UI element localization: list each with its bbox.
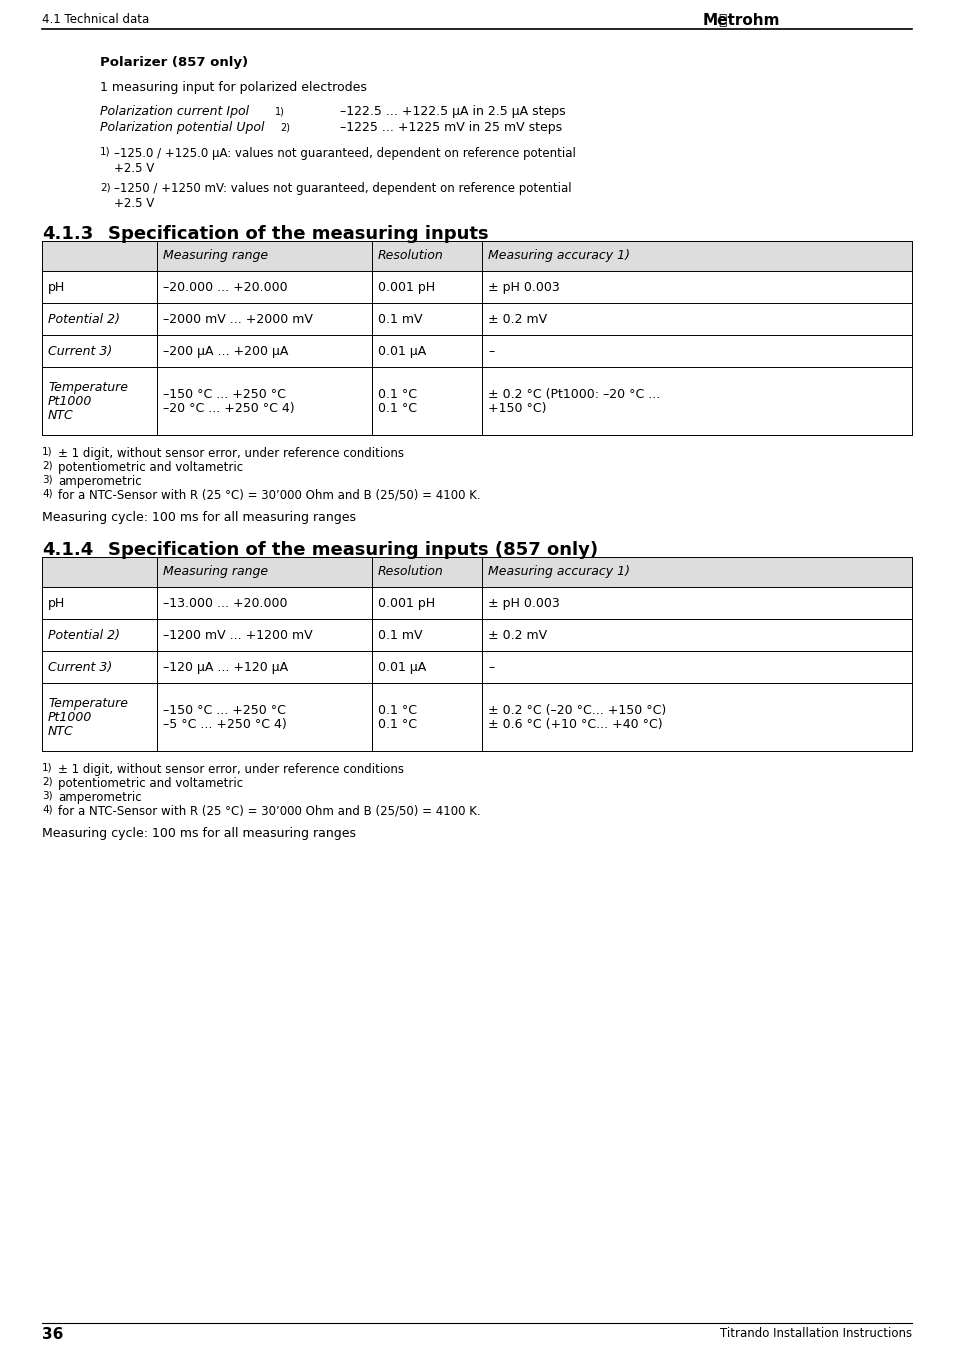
Text: amperometric: amperometric [58,476,141,488]
Text: ± 0.2 °C (Pt1000: –20 °C ...: ± 0.2 °C (Pt1000: –20 °C ... [488,388,659,401]
Text: +2.5 V: +2.5 V [113,162,154,176]
Text: –2000 mV ... +2000 mV: –2000 mV ... +2000 mV [163,313,313,326]
Text: Current 3): Current 3) [48,345,112,358]
Text: 3): 3) [42,476,52,485]
Text: Measuring accuracy 1): Measuring accuracy 1) [488,249,629,262]
Text: pH: pH [48,281,65,295]
Text: potentiometric and voltametric: potentiometric and voltametric [58,461,243,474]
Text: –200 μA ... +200 μA: –200 μA ... +200 μA [163,345,288,358]
Text: Potential 2): Potential 2) [48,313,120,326]
Text: –125.0 / +125.0 μA: values not guaranteed, dependent on reference potential: –125.0 / +125.0 μA: values not guarantee… [113,147,576,159]
Text: +2.5 V: +2.5 V [113,197,154,209]
Text: NTC: NTC [48,725,73,738]
Text: Metrohm: Metrohm [701,14,780,28]
Text: 2): 2) [42,461,52,471]
Text: –20 °C ... +250 °C 4): –20 °C ... +250 °C 4) [163,403,294,415]
Text: Pt1000: Pt1000 [48,394,92,408]
Text: 2): 2) [280,123,290,132]
Text: –20.000 ... +20.000: –20.000 ... +20.000 [163,281,287,295]
Text: Resolution: Resolution [377,565,443,578]
Text: Polarization potential Upol: Polarization potential Upol [100,122,264,134]
Text: 1): 1) [100,147,111,157]
Text: 0.1 °C: 0.1 °C [377,388,416,401]
Text: ± 1 digit, without sensor error, under reference conditions: ± 1 digit, without sensor error, under r… [58,763,403,775]
Text: 0.1 mV: 0.1 mV [377,630,422,642]
Text: 0.01 μA: 0.01 μA [377,661,426,674]
Text: –1200 mV ... +1200 mV: –1200 mV ... +1200 mV [163,630,313,642]
Text: Potential 2): Potential 2) [48,630,120,642]
Text: ± 0.2 mV: ± 0.2 mV [488,630,547,642]
Text: Temperature: Temperature [48,697,128,711]
Text: 4.1.4: 4.1.4 [42,540,93,559]
Text: 0.001 pH: 0.001 pH [377,597,435,611]
Text: 4.1 Technical data: 4.1 Technical data [42,14,149,26]
Text: 1): 1) [274,107,285,118]
Text: 1): 1) [42,447,52,457]
Text: NTC: NTC [48,409,73,422]
Text: amperometric: amperometric [58,790,141,804]
Text: ± pH 0.003: ± pH 0.003 [488,597,559,611]
Text: potentiometric and voltametric: potentiometric and voltametric [58,777,243,790]
Text: –150 °C ... +250 °C: –150 °C ... +250 °C [163,388,286,401]
Text: –150 °C ... +250 °C: –150 °C ... +250 °C [163,704,286,717]
Text: Measuring range: Measuring range [163,565,268,578]
Text: 1 measuring input for polarized electrodes: 1 measuring input for polarized electrod… [100,81,367,95]
Text: Specification of the measuring inputs: Specification of the measuring inputs [108,226,488,243]
Text: Polarizer (857 only): Polarizer (857 only) [100,55,248,69]
Text: –13.000 ... +20.000: –13.000 ... +20.000 [163,597,287,611]
Text: Current 3): Current 3) [48,661,112,674]
Text: ± 0.2 mV: ± 0.2 mV [488,313,547,326]
Text: Measuring cycle: 100 ms for all measuring ranges: Measuring cycle: 100 ms for all measurin… [42,827,355,840]
Text: 0.1 °C: 0.1 °C [377,704,416,717]
Text: Titrando Installation Instructions: Titrando Installation Instructions [720,1327,911,1340]
Text: –122.5 ... +122.5 μA in 2.5 μA steps: –122.5 ... +122.5 μA in 2.5 μA steps [339,105,565,118]
Text: 3): 3) [42,790,52,801]
Text: 0.01 μA: 0.01 μA [377,345,426,358]
Text: 4): 4) [42,805,52,815]
Text: 0.1 °C: 0.1 °C [377,717,416,731]
Text: ± 0.6 °C (+10 °C... +40 °C): ± 0.6 °C (+10 °C... +40 °C) [488,717,662,731]
Text: Specification of the measuring inputs (857 only): Specification of the measuring inputs (8… [108,540,598,559]
Text: –: – [488,661,494,674]
Bar [42,557,911,586]
Text: Pt1000: Pt1000 [48,711,92,724]
Text: for a NTC-Sensor with R (25 °C) = 30’000 Ohm and B (25/50) = 4100 K.: for a NTC-Sensor with R (25 °C) = 30’000… [58,805,480,817]
Text: 2): 2) [100,182,111,192]
Text: –120 μA ... +120 μA: –120 μA ... +120 μA [163,661,288,674]
Text: 4): 4) [42,489,52,499]
Text: pH: pH [48,597,65,611]
Text: 🎧: 🎧 [718,14,725,27]
Text: –: – [488,345,494,358]
Text: ± pH 0.003: ± pH 0.003 [488,281,559,295]
Text: Temperature: Temperature [48,381,128,394]
Text: for a NTC-Sensor with R (25 °C) = 30’000 Ohm and B (25/50) = 4100 K.: for a NTC-Sensor with R (25 °C) = 30’000… [58,489,480,503]
Text: 0.1 °C: 0.1 °C [377,403,416,415]
Text: 0.001 pH: 0.001 pH [377,281,435,295]
Text: +150 °C): +150 °C) [488,403,546,415]
Text: 36: 36 [42,1327,63,1342]
Text: Measuring cycle: 100 ms for all measuring ranges: Measuring cycle: 100 ms for all measurin… [42,511,355,524]
Text: –1250 / +1250 mV: values not guaranteed, dependent on reference potential: –1250 / +1250 mV: values not guaranteed,… [113,182,571,195]
Text: ± 0.2 °C (–20 °C... +150 °C): ± 0.2 °C (–20 °C... +150 °C) [488,704,665,717]
Text: 4.1.3: 4.1.3 [42,226,93,243]
Bar [42,240,911,272]
Text: Polarization current Ipol: Polarization current Ipol [100,105,249,118]
Text: Measuring range: Measuring range [163,249,268,262]
Text: 0.1 mV: 0.1 mV [377,313,422,326]
Text: 1): 1) [42,763,52,773]
Text: 2): 2) [42,777,52,788]
Text: Measuring accuracy 1): Measuring accuracy 1) [488,565,629,578]
Text: –1225 ... +1225 mV in 25 mV steps: –1225 ... +1225 mV in 25 mV steps [339,122,561,134]
Text: ± 1 digit, without sensor error, under reference conditions: ± 1 digit, without sensor error, under r… [58,447,403,459]
Text: –5 °C ... +250 °C 4): –5 °C ... +250 °C 4) [163,717,287,731]
Text: Resolution: Resolution [377,249,443,262]
